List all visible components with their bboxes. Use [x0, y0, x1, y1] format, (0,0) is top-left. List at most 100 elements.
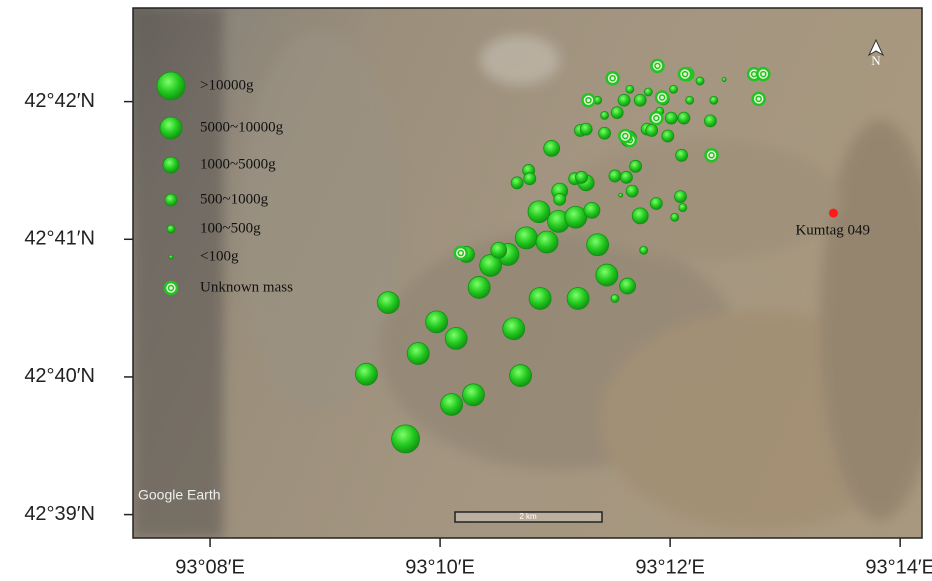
meteorite-marker [620, 171, 632, 183]
meteorite-marker [632, 208, 648, 224]
meteorite-marker [710, 96, 718, 104]
ring-marker [582, 94, 594, 106]
legend-label: 100~500g [200, 220, 261, 236]
meteorite-marker [676, 149, 688, 161]
meteorite-marker [722, 78, 726, 82]
y-tick-label: 42°39′N [24, 503, 95, 525]
meteorite-marker [619, 193, 623, 197]
meteorite-marker [640, 246, 648, 254]
x-tick-label: 93°10′E [405, 556, 475, 578]
meteorite-marker [157, 72, 185, 100]
meteorite-marker [528, 201, 550, 223]
meteorite-marker [630, 160, 642, 172]
ring-outer [679, 68, 691, 80]
meteorite-marker [678, 112, 690, 124]
y-tick-label: 42°41′N [24, 228, 95, 250]
ring-marker [753, 93, 765, 105]
ring-marker [650, 112, 662, 124]
meteorite-marker [620, 278, 636, 294]
meteorite-marker [462, 384, 484, 406]
meteorite-marker [445, 327, 467, 349]
meteorite-marker [696, 77, 704, 85]
meteorite-marker [468, 276, 490, 298]
ring-outer [165, 282, 177, 294]
x-tick-label: 93°08′E [175, 556, 245, 578]
scale-bar: 2 km [455, 512, 602, 522]
meteorite-marker [584, 202, 600, 218]
ring-outer [650, 112, 662, 124]
meteorite-marker [169, 255, 173, 259]
ring-marker [165, 282, 177, 294]
meteorite-marker [163, 157, 179, 173]
meteorite-marker [609, 170, 621, 182]
x-tick-label: 93°14′E [865, 556, 932, 578]
ring-outer [706, 149, 718, 161]
ring-marker [656, 91, 668, 103]
meteorite-marker [167, 225, 175, 233]
ring-outer [455, 247, 467, 259]
reference-point [829, 209, 838, 218]
meteorite-marker [392, 425, 420, 453]
ring-marker [455, 247, 467, 259]
meteorite-marker [503, 318, 525, 340]
ring-outer [582, 94, 594, 106]
meteorite-marker [634, 94, 646, 106]
ring-outer [619, 130, 631, 142]
meteorite-marker [567, 287, 589, 309]
meteorite-marker [686, 96, 694, 104]
meteorite-marker [646, 125, 658, 137]
meteorite-marker [704, 115, 716, 127]
legend-label: 500~1000g [200, 191, 269, 207]
meteorite-marker [611, 107, 623, 119]
ring-outer [656, 91, 668, 103]
meteorite-marker [596, 264, 618, 286]
meteorite-marker [407, 343, 429, 365]
meteorite-marker [491, 242, 507, 258]
ring-outer [753, 93, 765, 105]
meteorite-marker [165, 194, 177, 206]
meteorite-marker [510, 365, 532, 387]
ring-marker [706, 149, 718, 161]
meteorite-marker [377, 292, 399, 314]
meteorite-marker [536, 231, 558, 253]
meteorite-marker [511, 177, 523, 189]
meteorite-marker [618, 94, 630, 106]
meteorite-marker [679, 204, 687, 212]
legend-label: Unknown mass [200, 279, 293, 295]
meteorite-marker [626, 185, 638, 197]
ring-outer [651, 60, 663, 72]
meteorite-marker [554, 193, 566, 205]
meteorite-marker [601, 111, 609, 119]
meteorite-marker [674, 191, 686, 203]
meteorite-marker [665, 112, 677, 124]
meteorite-marker [529, 287, 551, 309]
x-tick-label: 93°12′E [635, 556, 705, 578]
meteorite-marker [524, 173, 536, 185]
meteorite-marker [644, 88, 652, 96]
legend-label: 5000~10000g [200, 119, 284, 135]
meteorite-marker [441, 393, 463, 415]
legend-label: 1000~5000g [200, 156, 276, 172]
north-label: N [871, 53, 881, 68]
ring-outer [757, 68, 769, 80]
meteorite-marker [576, 171, 588, 183]
meteorite-marker [426, 311, 448, 333]
watermark: Google Earth [138, 487, 221, 503]
meteorite-marker [611, 294, 619, 302]
ring-marker [607, 72, 619, 84]
ring-outer [607, 72, 619, 84]
meteorite-marker [662, 130, 674, 142]
meteorite-marker [626, 85, 634, 93]
scale-label: 2 km [519, 512, 537, 521]
legend-label: <100g [200, 248, 239, 264]
ring-marker [757, 68, 769, 80]
legend-label: >10000g [200, 77, 254, 93]
y-tick-label: 42°42′N [24, 90, 95, 112]
y-tick-label: 42°40′N [24, 365, 95, 387]
meteorite-marker [587, 234, 609, 256]
meteorite-marker [544, 140, 560, 156]
ring-marker [679, 68, 691, 80]
ring-marker [651, 60, 663, 72]
meteorite-marker [670, 85, 678, 93]
meteorite-marker [515, 227, 537, 249]
